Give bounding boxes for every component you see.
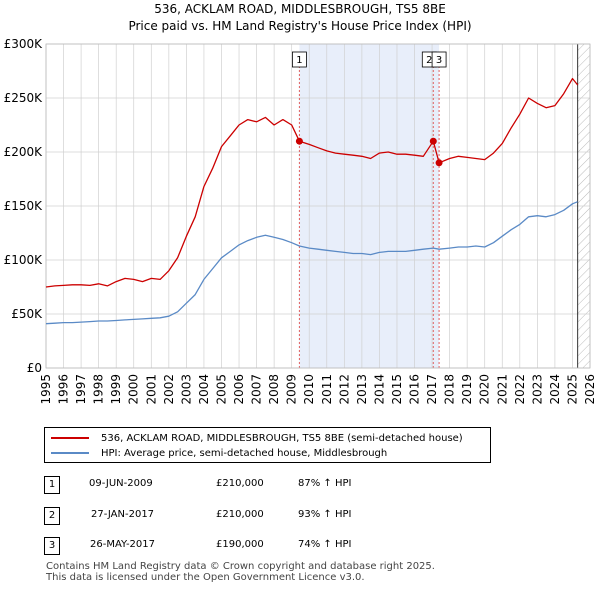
legend-item-property: 536, ACKLAM ROAD, MIDDLESBROUGH, TS5 8BE… (51, 431, 463, 445)
transaction-number: 2 (44, 507, 60, 525)
sale-label-box (291, 51, 307, 68)
transaction-hpi: 74% ↑ HPI (298, 539, 352, 550)
x-tick-label: 2025 (565, 374, 579, 405)
x-tick-label: 2001 (144, 374, 158, 405)
y-tick-label: £250K (4, 91, 44, 105)
chart-title-address: 536, ACKLAM ROAD, MIDDLESBROUGH, TS5 8BE (154, 2, 446, 16)
x-tick-label: 2010 (302, 374, 316, 405)
sale-label-number: 2 (426, 55, 432, 66)
x-tick-label: 2002 (162, 374, 176, 405)
chart-legend: 536, ACKLAM ROAD, MIDDLESBROUGH, TS5 8BE… (44, 427, 491, 463)
x-tick-label: 2022 (513, 374, 527, 405)
transaction-hpi: 93% ↑ HPI (298, 509, 352, 520)
sale-point (435, 159, 443, 167)
x-tick-label: 2009 (285, 374, 299, 405)
x-tick-label: 1995 (39, 374, 53, 405)
x-tick-label: 2003 (179, 374, 193, 405)
y-tick-label: £150K (4, 199, 44, 213)
footer-copyright: Contains HM Land Registry data © Crown c… (46, 561, 435, 572)
legend-item-hpi: HPI: Average price, semi-detached house,… (51, 446, 387, 460)
transaction-hpi: 87% ↑ HPI (298, 478, 352, 489)
legend-swatch-property (51, 437, 89, 439)
x-tick-label: 2013 (355, 374, 369, 405)
transaction-date: 27-JAN-2017 (91, 509, 155, 520)
x-tick-label: 2005 (214, 374, 228, 405)
footer-licence: This data is licensed under the Open Gov… (46, 572, 365, 583)
x-tick-label: 2017 (425, 374, 439, 405)
legend-swatch-hpi (51, 452, 89, 454)
x-tick-label: 2014 (372, 374, 386, 405)
x-tick-label: 1996 (57, 374, 71, 405)
sale-label-box (431, 51, 447, 68)
y-tick-label: £100K (4, 253, 44, 267)
y-tick-label: £50K (11, 307, 43, 321)
x-tick-label: 2000 (127, 374, 141, 405)
y-tick-label: £0 (27, 361, 42, 375)
x-tick-label: 2018 (443, 374, 457, 405)
property-series-line (45, 77, 579, 288)
x-tick-label: 1999 (109, 374, 123, 405)
x-tick-label: 2012 (337, 374, 351, 405)
x-tick-label: 1997 (74, 374, 88, 405)
y-tick-label: £300K (4, 37, 44, 51)
x-tick-label: 2007 (250, 374, 264, 405)
x-tick-label: 1998 (92, 374, 106, 405)
x-tick-label: 2006 (232, 374, 246, 405)
x-tick-label: 2021 (495, 374, 509, 405)
x-tick-label: 2023 (530, 374, 544, 405)
sale-point (295, 137, 303, 145)
transaction-price: £190,000 (216, 539, 264, 550)
x-tick-label: 2011 (320, 374, 334, 405)
transaction-number: 1 (44, 476, 60, 494)
sale-label-number: 3 (436, 55, 442, 66)
x-tick-label: 2008 (267, 374, 281, 405)
transaction-date: 09-JUN-2009 (89, 478, 153, 489)
x-tick-label: 2004 (197, 374, 211, 405)
x-tick-label: 2024 (548, 374, 562, 405)
x-tick-label: 2019 (460, 374, 474, 405)
plot-frame (45, 43, 591, 369)
chart-subtitle: Price paid vs. HM Land Registry's House … (128, 19, 472, 33)
x-tick-label: 2026 (583, 374, 597, 405)
transaction-number: 3 (44, 537, 60, 555)
y-tick-label: £200K (4, 145, 44, 159)
sale-label-number: 1 (296, 55, 302, 66)
transaction-price: £210,000 (216, 478, 264, 489)
x-tick-label: 2016 (408, 374, 422, 405)
price-chart: 1 2 3 £0 £50K £100K £150K £200K £250K £300K 1995 19… (4, 37, 597, 405)
sale-point (429, 137, 437, 145)
hpi-series-line (45, 201, 578, 325)
transaction-price: £210,000 (216, 509, 264, 520)
x-tick-label: 2015 (390, 374, 404, 405)
x-tick-label: 2020 (478, 374, 492, 405)
legend-label-property: 536, ACKLAM ROAD, MIDDLESBROUGH, TS5 8BE… (101, 432, 463, 444)
legend-label-hpi: HPI: Average price, semi-detached house,… (101, 447, 388, 459)
transaction-date: 26-MAY-2017 (90, 539, 156, 550)
